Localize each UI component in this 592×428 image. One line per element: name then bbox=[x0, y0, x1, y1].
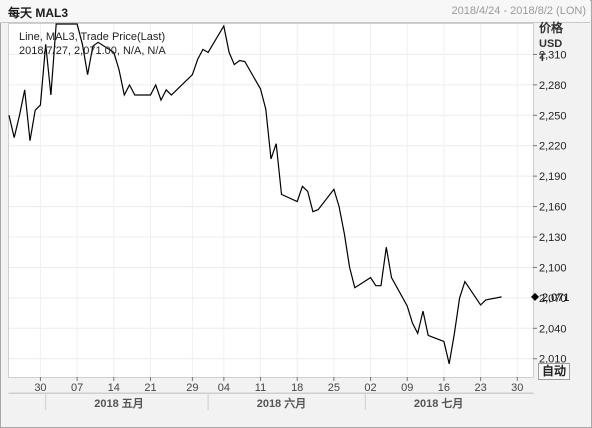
y-tick-label: 2,250 bbox=[539, 110, 567, 122]
last-price-marker: 2,071 bbox=[531, 292, 570, 304]
plot-area[interactable] bbox=[8, 23, 534, 378]
x-tick-label: 29 bbox=[186, 382, 198, 394]
month-label: 2018 五月 bbox=[94, 397, 144, 410]
series-value-line: 2018/7/27, 2,071.00, N/A, N/A bbox=[19, 45, 166, 57]
y-tick-label: 2,010 bbox=[539, 354, 567, 366]
chart-header: 每天 MAL3 2018/4/24 - 2018/8/2 (LON) bbox=[0, 0, 590, 23]
x-tick-label: 21 bbox=[144, 382, 156, 394]
y-tick-label: 2,190 bbox=[539, 171, 567, 183]
month-label: 2018 七月 bbox=[414, 396, 464, 410]
unit-label: T bbox=[539, 52, 546, 64]
last-price-marker-icon bbox=[531, 292, 539, 301]
x-tick-label: 04 bbox=[218, 382, 230, 394]
x-tick-label: 11 bbox=[255, 382, 266, 394]
x-tick-label: 30 bbox=[34, 382, 46, 394]
y-axis: 2,010 2,040 2,070 2,100 2,130 2,160 2,190 2,220… bbox=[533, 49, 567, 366]
month-label: 2018 六月 bbox=[257, 396, 307, 410]
y-tick-label: 2,100 bbox=[539, 262, 567, 274]
date-range-label: 2018/4/24 - 2018/8/2 (LON) bbox=[451, 5, 586, 17]
price-axis-label: 价格 bbox=[539, 21, 564, 35]
y-tick-label: 2,220 bbox=[539, 141, 567, 153]
x-tick-label: 25 bbox=[328, 382, 340, 394]
auto-scale-button[interactable]: 自动 bbox=[538, 363, 570, 380]
y-tick-label: 2,070 bbox=[539, 293, 567, 305]
price-series-line bbox=[8, 23, 502, 364]
currency-label: USD bbox=[539, 38, 563, 50]
y-tick-label: 2,280 bbox=[539, 80, 567, 92]
y-tick-label: 2,040 bbox=[539, 323, 567, 335]
x-tick-label: 14 bbox=[108, 382, 120, 394]
grid-lines bbox=[9, 24, 533, 377]
x-tick-label: 30 bbox=[511, 382, 523, 394]
last-price-label: 2,071 bbox=[542, 292, 570, 304]
x-tick-label: 09 bbox=[401, 382, 413, 394]
chart-title: 每天 MAL3 bbox=[8, 6, 69, 20]
x-tick-label: 02 bbox=[364, 382, 376, 394]
x-tick-label: 07 bbox=[71, 382, 83, 394]
y-tick-label: 2,310 bbox=[539, 49, 567, 61]
y-tick-label: 2,130 bbox=[539, 232, 567, 244]
month-bar bbox=[8, 393, 534, 412]
series-info-line: Line, MAL3, Trade Price(Last) bbox=[19, 31, 166, 43]
x-tick-label: 23 bbox=[474, 382, 486, 394]
x-tick-label: 16 bbox=[438, 382, 450, 394]
y-tick-label: 2,160 bbox=[539, 202, 567, 214]
x-tick-label: 18 bbox=[291, 382, 303, 394]
